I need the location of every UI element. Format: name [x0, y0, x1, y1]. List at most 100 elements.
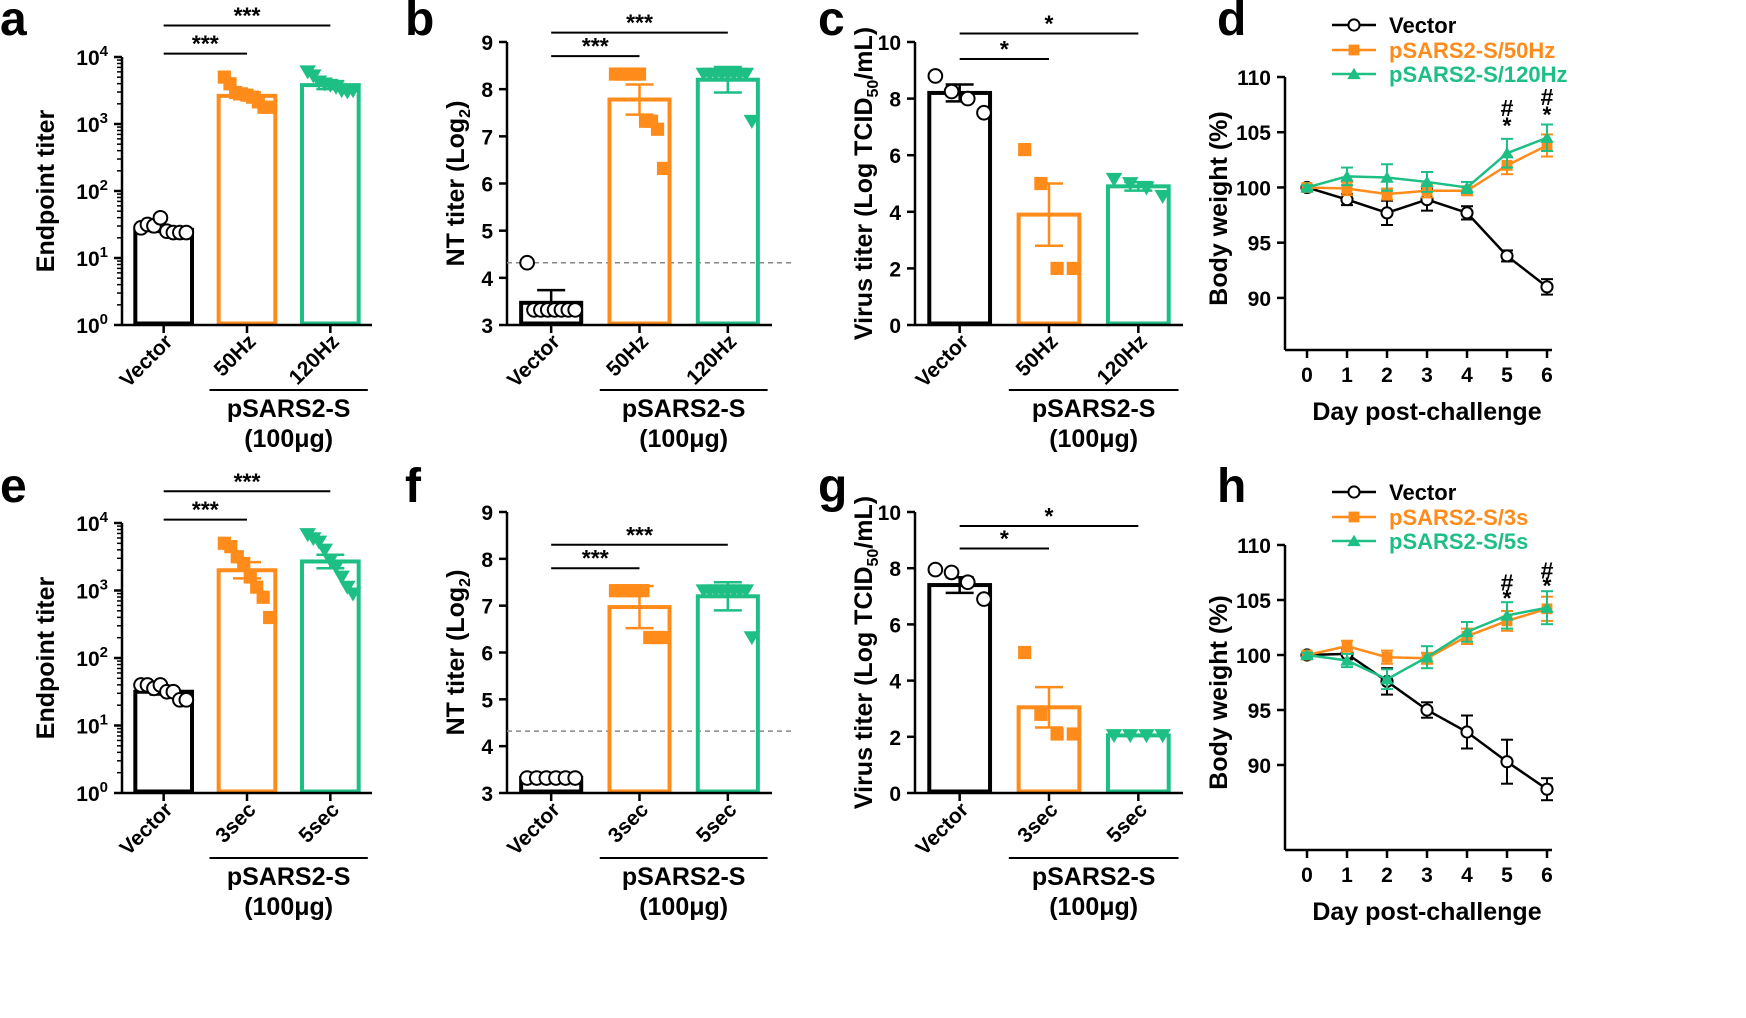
x-tick-label: 2	[1381, 864, 1393, 887]
x-tick-label: 120Hz	[285, 330, 344, 389]
data-point	[1341, 183, 1353, 194]
data-point	[1460, 725, 1474, 739]
significance-label: *	[1045, 11, 1054, 37]
y-tick-label: 105	[1236, 590, 1271, 613]
data-point	[1066, 727, 1080, 741]
panel-b: b 3 4 5 6 7 8 9 NT titer (Log2) Vector 50Hz 120Hz pS…	[405, 0, 792, 453]
data-point	[737, 67, 755, 82]
significance-label: ***	[234, 3, 261, 29]
x-tick-label: Vector	[912, 330, 974, 392]
data-point	[1050, 727, 1064, 741]
x-tick-label: Vector	[116, 330, 178, 392]
y-tick-label: 8	[481, 79, 493, 102]
y-tick-label: 9	[481, 502, 493, 525]
y-tick-label: 2	[889, 727, 901, 750]
panel-letter: a	[0, 0, 27, 46]
significance-label: ***	[626, 522, 653, 548]
y-tick-label: 4	[481, 736, 493, 759]
y-tick-label: 103	[76, 577, 108, 604]
y-tick-label: 8	[889, 89, 901, 112]
significance-label: *	[1000, 36, 1009, 62]
significance-label: *	[1503, 113, 1512, 139]
y-tick-label: 5	[481, 221, 493, 244]
x-tick-label: 120Hz	[682, 330, 741, 389]
panel-letter: h	[1217, 460, 1246, 513]
y-tick-label: 8	[481, 549, 493, 572]
data-point	[1300, 648, 1314, 661]
data-point	[250, 580, 264, 594]
bar-Vector	[927, 90, 993, 326]
data-point	[1341, 640, 1353, 652]
y-tick-label: 90	[1248, 288, 1271, 311]
legend-marker	[1348, 511, 1360, 523]
data-point	[1380, 672, 1394, 685]
x-tick-label: 5sec	[295, 798, 345, 848]
y-tick-label: 7	[481, 596, 493, 619]
data-point	[152, 209, 169, 226]
data-point	[1138, 181, 1155, 196]
y-axis-label: Virus titer (Log TCID50/mL)	[850, 27, 882, 340]
data-point	[1340, 654, 1354, 666]
data-point	[1121, 729, 1139, 743]
series-line-Vector	[1306, 652, 1548, 791]
data-point	[1380, 171, 1394, 183]
y-tick-label: 100	[1236, 177, 1271, 200]
significance-label: ***	[582, 33, 609, 59]
x-tick-label: 50Hz	[210, 330, 261, 381]
data-point	[344, 84, 362, 99]
y-tick-label: 104	[76, 509, 108, 536]
y-tick-label: 10	[878, 32, 901, 55]
significance-label: #	[1501, 569, 1514, 595]
x-tick-label: 50Hz	[602, 330, 653, 381]
x-tick-label: 3	[1421, 364, 1433, 387]
data-point	[1018, 142, 1032, 157]
y-axis-label: NT titer (Log2)	[442, 101, 474, 267]
data-point	[743, 114, 761, 129]
y-tick-label: 100	[1236, 645, 1271, 668]
panel-letter: d	[1217, 0, 1246, 46]
significance-label: *	[1000, 526, 1009, 552]
x-tick-label: Vector	[912, 798, 974, 860]
x-tick-label: 0	[1301, 364, 1313, 387]
data-point	[1340, 170, 1354, 182]
data-point	[256, 590, 270, 604]
y-tick-label: 0	[889, 783, 901, 806]
data-point	[943, 564, 960, 581]
data-point	[1105, 172, 1123, 187]
x-axis-label: Day post-challenge	[1312, 398, 1541, 426]
y-tick-label: 95	[1248, 233, 1272, 256]
group-sublabel: (100μg)	[1049, 893, 1138, 921]
bar-Vector	[133, 227, 194, 326]
significance-label: ***	[192, 497, 219, 523]
data-point	[316, 543, 333, 558]
data-point	[650, 122, 665, 136]
x-tick-label: 4	[1461, 364, 1473, 387]
data-point	[743, 631, 761, 646]
significance-label: #	[1501, 95, 1514, 121]
x-tick-label: 1	[1341, 864, 1353, 887]
y-tick-label: 105	[1236, 122, 1271, 145]
legend-label: pSARS2-S/5s	[1389, 529, 1528, 554]
y-tick-label: 9	[481, 32, 493, 55]
x-tick-label: 3sec	[604, 798, 654, 848]
y-tick-label: 90	[1248, 755, 1271, 778]
y-tick-label: 4	[889, 671, 901, 694]
data-point	[1500, 147, 1514, 159]
y-tick-label: 3	[481, 315, 493, 338]
data-point	[1500, 249, 1514, 263]
data-point	[959, 90, 976, 107]
legend-label: pSARS2-S/3s	[1389, 505, 1528, 530]
data-point	[636, 584, 650, 598]
y-tick-label: 100	[76, 779, 108, 806]
y-tick-label: 7	[481, 126, 493, 149]
legend-marker	[1348, 44, 1360, 56]
panel-h: h 90 95 100 105 110 Body weight (%) 0 1 2 3 4 5 6Day …	[1205, 460, 1554, 926]
y-tick-label: 6	[889, 614, 901, 637]
data-point	[1380, 206, 1394, 220]
data-point	[1460, 181, 1474, 193]
y-tick-label: 104	[76, 43, 108, 70]
x-tick-label: 3sec	[211, 798, 261, 848]
data-point	[927, 68, 944, 84]
